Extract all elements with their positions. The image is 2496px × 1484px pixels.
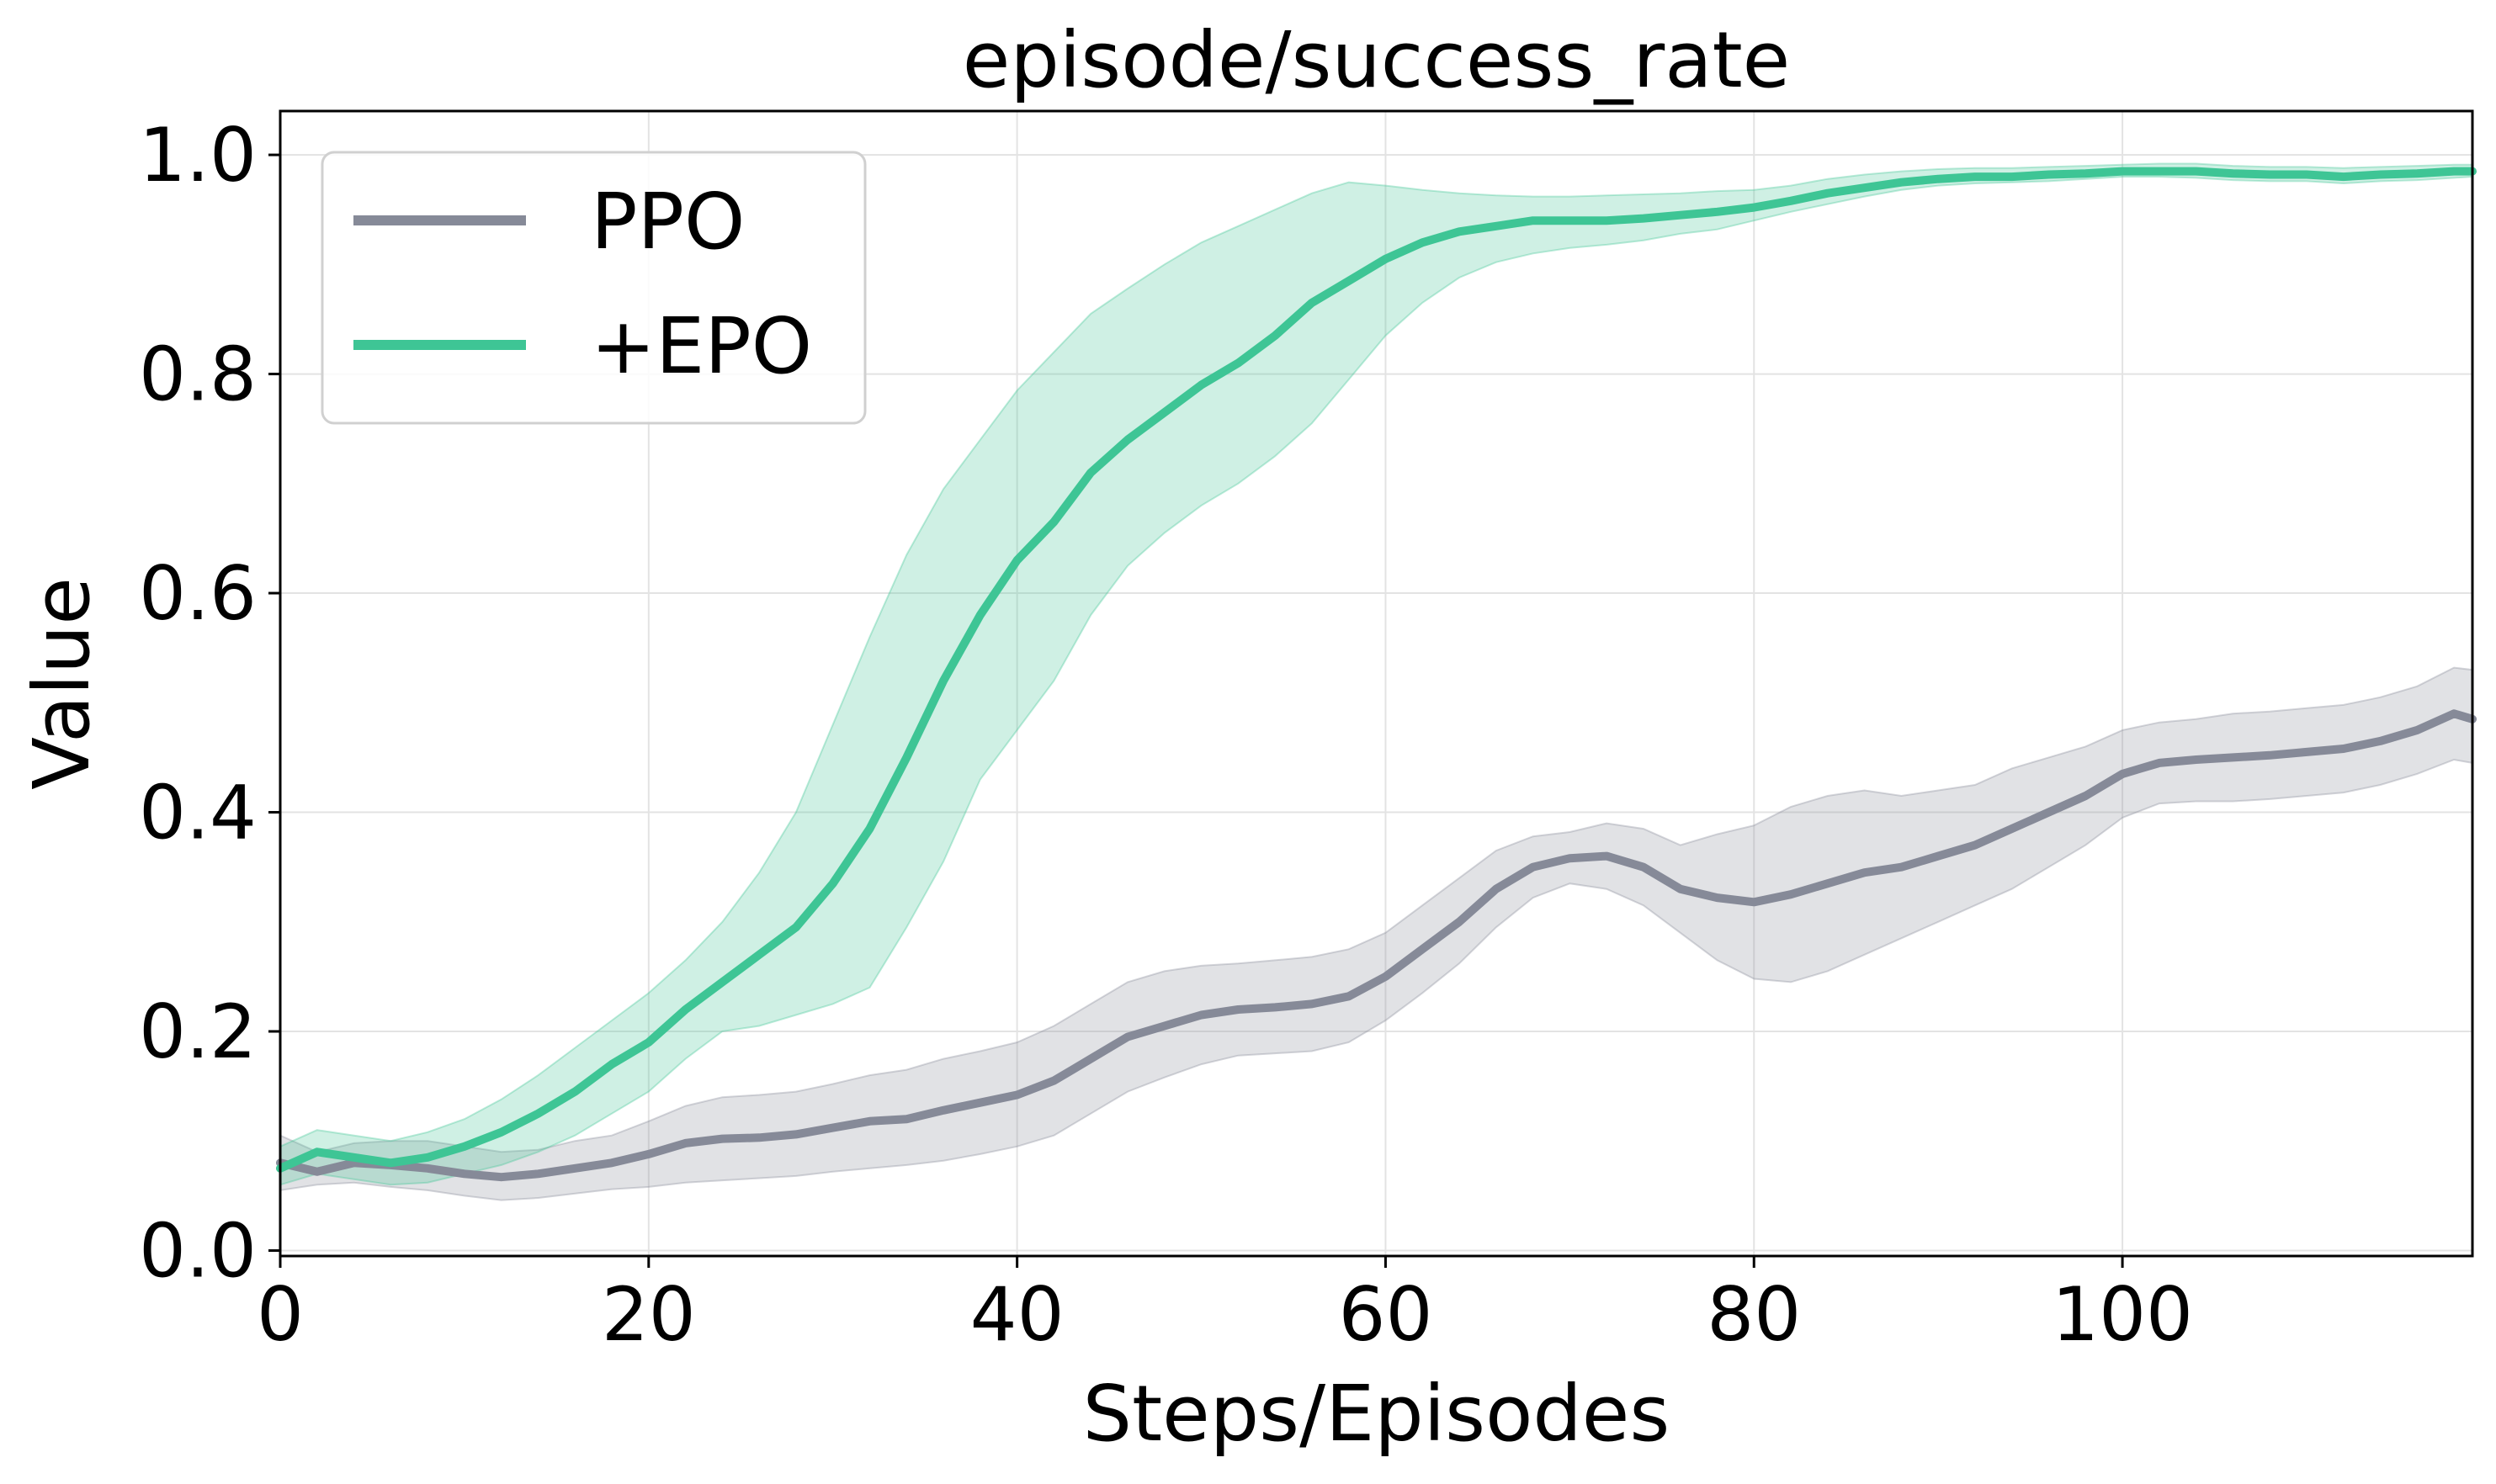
x-tick-label: 40 [970,1271,1065,1358]
legend-label-ppo: PPO [591,177,745,267]
x-tick-label: 60 [1338,1271,1432,1358]
x-tick-label: 0 [257,1271,304,1358]
y-tick-label: 0.0 [139,1207,257,1294]
x-tick-label: 100 [2052,1271,2193,1358]
series-line-ppo [276,709,2477,1182]
x-tick-label: 80 [1707,1271,1801,1358]
y-tick-label: 0.6 [139,550,257,637]
y-axis-label: Value [17,577,107,790]
series-line-epo [276,167,2477,1173]
plot-frame [279,109,2474,1258]
axis-ticks: 0 20 40 60 80 100 0.0 0.2 0.4 0.6 0.8 1.0 [139,112,2193,1358]
band-ppo [279,666,2473,1201]
legend: PPO +EPO [321,151,867,425]
x-tick-label: 20 [602,1271,696,1358]
x-axis-label: Steps/Episodes [1083,1369,1670,1459]
y-tick-label: 0.2 [139,988,257,1075]
y-tick-label: 0.8 [139,331,257,418]
y-tick-label: 1.0 [139,112,257,199]
y-tick-label: 0.4 [139,770,257,856]
chart-title: episode/success_rate [963,15,1791,105]
series-lines [276,167,2477,1182]
legend-label-epo: +EPO [591,301,812,391]
